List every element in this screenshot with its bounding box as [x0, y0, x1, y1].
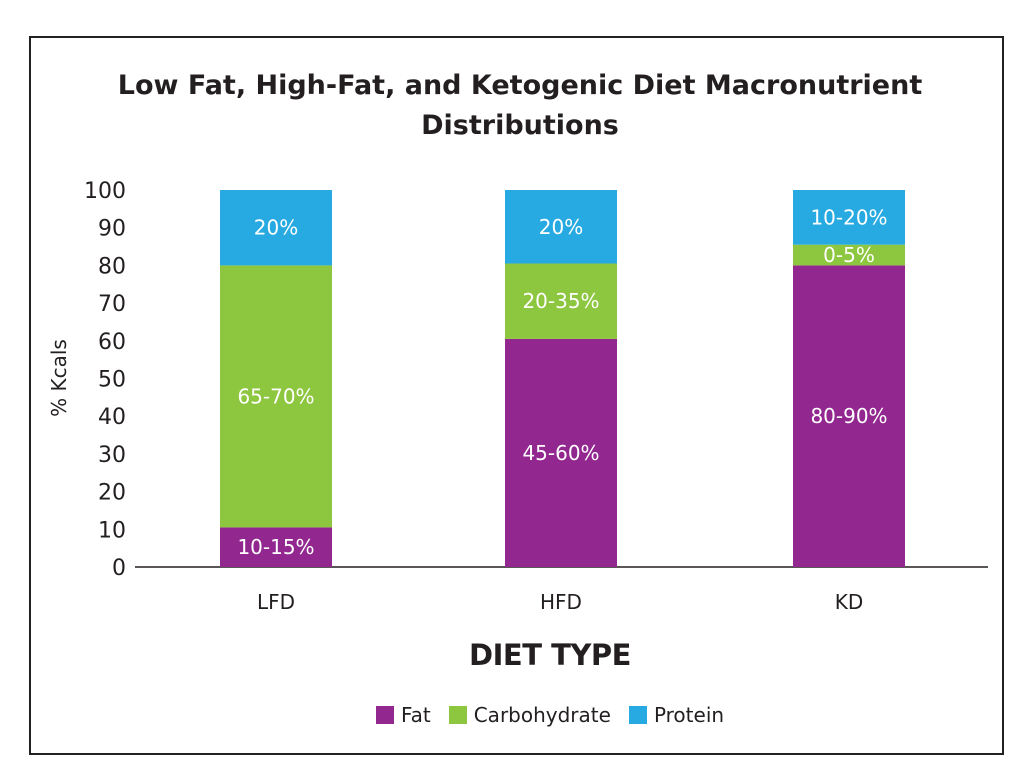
- y-tick-label: 20: [98, 481, 126, 506]
- y-axis-ticks: 0 10 20 30 40 50 60 70 80 90 100: [84, 179, 126, 581]
- legend-swatch: [448, 706, 467, 724]
- legend: Fat Carbohydrate Protein: [300, 703, 800, 727]
- bar-segment-carbohydrate-lfd: [220, 265, 332, 528]
- legend-label: Carbohydrate: [473, 703, 611, 727]
- chart-title: Low Fat, High-Fat, and Ketogenic Diet Ma…: [117, 70, 923, 141]
- y-tick-label: 0: [112, 556, 126, 581]
- bar-series: 10-15% 65-70% 20% 45-60% 20-35% 20% 80-90% 0-5%…: [220, 190, 905, 567]
- y-tick-label: 40: [98, 405, 126, 430]
- legend-item-fat: Fat: [375, 703, 431, 727]
- data-label: 10-20%: [810, 205, 887, 229]
- bar-segment-fat-hfd: [505, 338, 617, 567]
- y-tick-label: 80: [98, 254, 126, 279]
- data-label: 80-90%: [810, 404, 887, 428]
- y-tick-label: 30: [98, 443, 126, 468]
- data-label: 20%: [254, 216, 298, 240]
- legend-swatch: [375, 706, 394, 724]
- x-axis-title: DIET TYPE: [469, 638, 631, 672]
- x-tick-label: KD: [835, 590, 864, 614]
- legend-item-carbohydrate: Carbohydrate: [448, 703, 611, 727]
- chart-frame: [29, 36, 1004, 755]
- bar-segment-carbohydrate-kd: [793, 244, 905, 266]
- bar-segment-fat-lfd: [220, 527, 332, 567]
- y-axis-label: % Kcals: [47, 339, 71, 417]
- legend-swatch: [628, 706, 647, 724]
- data-label: 10-15%: [237, 535, 314, 559]
- y-tick-label: 100: [84, 179, 126, 204]
- bar-segment-protein-hfd: [505, 190, 617, 264]
- y-tick-label: 70: [98, 292, 126, 317]
- legend-label: Fat: [400, 703, 431, 727]
- bar-segment-fat-kd: [793, 265, 905, 567]
- data-label: 0-5%: [823, 243, 875, 267]
- y-tick-label: 50: [98, 368, 126, 393]
- y-tick-label: 90: [98, 217, 126, 242]
- data-label: 20-35%: [522, 289, 599, 313]
- data-label: 45-60%: [522, 441, 599, 465]
- legend-item-protein: Protein: [628, 703, 725, 727]
- bar-segment-protein-kd: [793, 190, 905, 245]
- y-tick-label: 60: [98, 330, 126, 355]
- data-label: 20%: [539, 215, 583, 239]
- legend-label: Protein: [653, 703, 725, 727]
- x-tick-label: LFD: [257, 590, 295, 614]
- category-labels: LFD HFD KD: [257, 590, 863, 614]
- x-tick-label: HFD: [540, 590, 582, 614]
- data-label: 65-70%: [237, 384, 314, 408]
- y-tick-label: 10: [98, 518, 126, 543]
- bar-segment-protein-lfd: [220, 190, 332, 266]
- bar-segment-carbohydrate-hfd: [505, 263, 617, 339]
